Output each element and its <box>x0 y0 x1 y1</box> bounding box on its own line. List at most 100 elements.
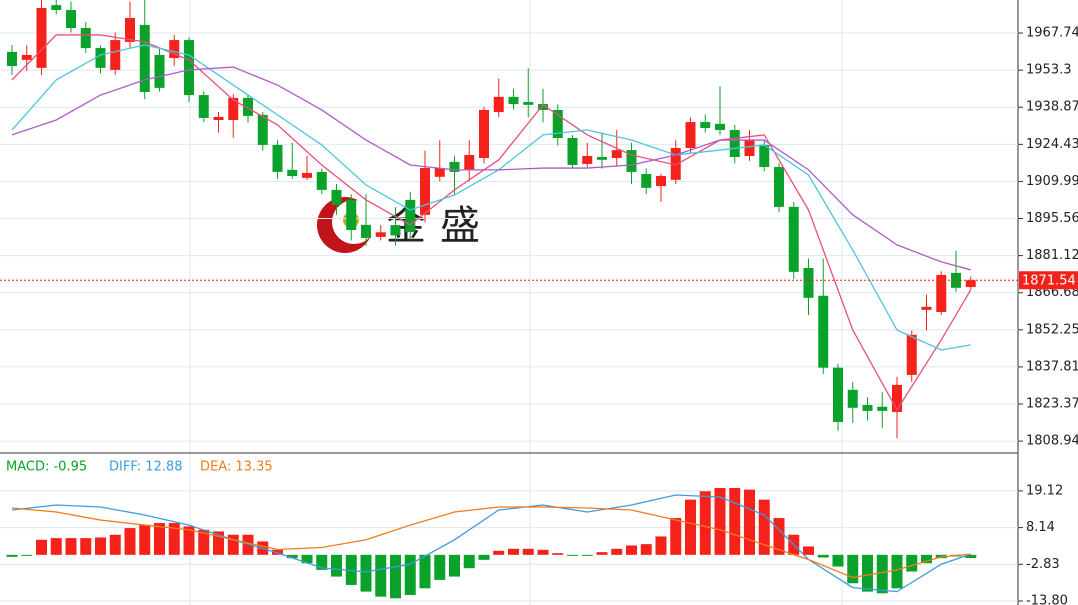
candle-body <box>597 157 607 160</box>
macd-bar <box>552 553 564 555</box>
candle-body <box>715 123 725 131</box>
macd-bar <box>670 518 682 555</box>
macd-bar <box>434 554 446 580</box>
legend-label: MACD: -0.95 <box>6 460 87 475</box>
macd-bar <box>183 526 195 555</box>
macd-bar <box>655 536 667 555</box>
macd-bar <box>817 554 829 558</box>
y-tick-label: 1953.3 <box>1026 63 1072 78</box>
macd-bar <box>316 554 328 570</box>
y-tick-label: 1823.37 <box>1026 397 1078 412</box>
candle-body <box>154 54 165 88</box>
y-tick-label: 1982.18 <box>1026 0 1078 3</box>
candle-body <box>670 148 681 180</box>
candle-body <box>921 306 932 310</box>
macd-bar <box>773 518 785 555</box>
candle-body <box>965 280 976 288</box>
line <box>11 34 972 412</box>
macd-bar <box>596 552 608 555</box>
candle-body <box>847 389 858 408</box>
macd-bar <box>286 554 298 559</box>
candle-body <box>936 274 947 312</box>
macd-bar <box>876 554 888 594</box>
candle-body <box>803 268 814 298</box>
candle-body <box>316 171 327 190</box>
y-tick-label: 1895.56 <box>1026 211 1078 226</box>
candle-body <box>228 97 239 121</box>
macd-bar <box>729 487 741 555</box>
candle-body <box>346 199 357 230</box>
candle-body <box>788 206 799 272</box>
candle-body <box>21 54 32 60</box>
line <box>11 494 971 593</box>
candle-body <box>744 140 755 156</box>
macd-bar <box>493 550 505 555</box>
candle-body <box>110 40 121 70</box>
macd-bar <box>626 545 637 555</box>
macd-bar <box>508 548 519 555</box>
candle-body <box>198 95 209 118</box>
candle-body <box>375 232 386 237</box>
candle-body <box>626 150 637 172</box>
macd-bar <box>567 554 578 556</box>
candle-body <box>243 97 253 116</box>
macd-bar <box>109 534 121 555</box>
legend-label: DEA: 13.35 <box>200 460 273 475</box>
legend-label: DIFF: 12.88 <box>109 460 183 475</box>
y-tick-label: 8.14 <box>1026 520 1055 535</box>
macd-bar <box>803 546 814 555</box>
macd-bar <box>611 548 623 555</box>
macd-bar <box>463 554 475 569</box>
macd-bar <box>360 554 372 592</box>
watermark: 金盛 <box>386 203 494 249</box>
macd-bar <box>213 531 224 555</box>
macd-bar <box>404 554 416 595</box>
candle-body <box>567 137 578 165</box>
candle-body <box>7 51 17 67</box>
macd-bar <box>331 554 342 577</box>
candle-body <box>331 189 342 205</box>
candle-body <box>125 17 135 42</box>
candle-body <box>862 404 873 411</box>
macd-bar <box>36 539 47 555</box>
candle-body <box>420 168 430 215</box>
macd-bar <box>714 487 726 555</box>
candle-body <box>759 144 770 168</box>
candle-body <box>139 24 150 92</box>
macd-bar <box>301 554 313 564</box>
macd-bar <box>198 529 210 555</box>
macd-bar <box>375 554 387 597</box>
y-tick-label: 1967.74 <box>1026 26 1078 41</box>
candle-body <box>774 167 784 207</box>
macd-bar <box>522 548 534 555</box>
macd-bar <box>227 534 239 555</box>
y-tick-label: -13.80 <box>1026 593 1068 605</box>
candle-body <box>582 155 593 164</box>
macd-bar <box>537 549 549 555</box>
candle-body <box>464 154 475 170</box>
candle-body <box>611 150 622 159</box>
line <box>11 66 971 271</box>
macd-bar <box>478 554 490 560</box>
y-tick-label: 1938.87 <box>1026 100 1078 115</box>
candle-body <box>523 102 534 105</box>
macd-bar <box>95 537 106 555</box>
candle-body <box>449 161 460 172</box>
macd-bar <box>21 554 33 556</box>
candle-body <box>508 96 519 105</box>
candle-body <box>538 104 548 110</box>
macd-bar <box>906 554 918 572</box>
candle-body <box>729 130 740 158</box>
macd-bar <box>685 499 696 555</box>
last-price-box <box>1019 271 1078 290</box>
candle-body <box>36 7 47 68</box>
candle-body <box>361 224 371 238</box>
candle-body <box>302 172 312 178</box>
macd-bar <box>921 554 932 564</box>
candle-body <box>169 40 180 59</box>
candle-body <box>213 116 224 121</box>
candle-body <box>641 173 652 188</box>
candle-body <box>552 109 563 138</box>
